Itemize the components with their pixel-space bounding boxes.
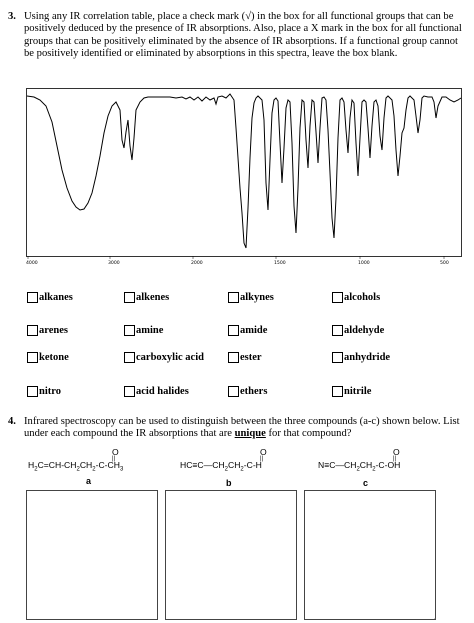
checkbox-ketone[interactable]: ketone — [27, 352, 69, 363]
checkbox-square[interactable] — [124, 352, 135, 363]
x-tick-500: 500 — [440, 260, 449, 266]
checkbox-label: aldehyde — [344, 325, 385, 336]
checkbox-aldehyde[interactable]: aldehyde — [332, 325, 384, 336]
checkbox-square[interactable] — [124, 325, 135, 336]
checkbox-ethers[interactable]: ethers — [228, 386, 267, 397]
checkbox-nitro[interactable]: nitro — [27, 386, 61, 397]
checkbox-square[interactable] — [332, 292, 343, 303]
checkbox-square[interactable] — [332, 386, 343, 397]
checkbox-label: alkanes — [39, 292, 73, 303]
checkbox-amine[interactable]: amine — [124, 325, 163, 336]
compound-a-structure: O || H2C=CH-CH2CH2-C-CH3 — [28, 447, 124, 473]
checkbox-label: alkynes — [240, 292, 274, 303]
compound-a-formula: H2C=CH-CH2CH2-C-CH3 — [28, 460, 124, 473]
x-tick-1500: 1500 — [274, 260, 286, 266]
checkbox-label: ester — [240, 352, 262, 363]
compound-c-double-bond: || — [393, 456, 397, 462]
checkbox-square[interactable] — [228, 325, 239, 336]
checkbox-square[interactable] — [27, 352, 38, 363]
checkbox-square[interactable] — [27, 325, 38, 336]
checkbox-alkenes[interactable]: alkenes — [124, 292, 169, 303]
page-mark: . — [434, 612, 436, 621]
compound-c-label: c — [363, 478, 369, 488]
checkbox-square[interactable] — [332, 325, 343, 336]
question-4-unique: unique — [234, 428, 266, 440]
checkbox-alkanes[interactable]: alkanes — [27, 292, 73, 303]
checkbox-label: ethers — [240, 386, 268, 397]
x-tick-4000: 4000 — [26, 260, 38, 266]
compound-c-carbonyl-o: O — [393, 447, 400, 457]
checkbox-label: alcohols — [344, 292, 381, 303]
compound-b-label: b — [226, 478, 232, 488]
checkbox-acid-halides[interactable]: acid halides — [124, 386, 189, 397]
spectrum-frame — [26, 88, 462, 257]
x-tick-3000: 3000 — [108, 260, 120, 266]
checkbox-alkynes[interactable]: alkynes — [228, 292, 274, 303]
compound-b-formula: HC≡C—CH2CH2-C-H — [180, 460, 262, 473]
checkbox-label: anhydride — [344, 352, 391, 363]
spectrum-x-axis: 4000 3000 2000 1500 1000 500 — [26, 260, 449, 266]
spectrum-trace — [26, 93, 462, 249]
question-4-number: 4. — [8, 416, 16, 427]
compound-a-carbonyl-o: O — [112, 447, 119, 457]
checkbox-label: amine — [136, 325, 164, 336]
ir-spectrum: 4000 3000 2000 1500 1000 500 — [26, 88, 462, 266]
checkbox-label: ketone — [39, 352, 69, 363]
checkbox-label: acid halides — [136, 386, 189, 397]
question-4-text-before: Infrared spectroscopy can be used to dis… — [24, 416, 460, 440]
question-4-text-after: for that compound? — [265, 428, 352, 440]
compound-c-structure: O || N≡C—CH2CH2-C-OH — [318, 447, 401, 473]
compound-c-formula: N≡C—CH2CH2-C-OH — [318, 460, 401, 473]
checkbox-square[interactable] — [228, 352, 239, 363]
question-4: 4. Infrared spectroscopy can be used to … — [8, 416, 464, 441]
x-tick-2000: 2000 — [191, 260, 203, 266]
answer-box-a[interactable] — [26, 490, 158, 620]
checkbox-label: nitro — [39, 386, 61, 397]
checkbox-square[interactable] — [228, 386, 239, 397]
question-3-text: Using any IR correlation table, place a … — [24, 11, 462, 60]
checkbox-label: alkenes — [136, 292, 170, 303]
checkbox-amide[interactable]: amide — [228, 325, 267, 336]
checkbox-label: arenes — [39, 325, 68, 336]
checkbox-carboxylic-acid[interactable]: carboxylic acid — [124, 352, 204, 363]
question-4-text: Infrared spectroscopy can be used to dis… — [24, 416, 464, 441]
checkbox-ester[interactable]: ester — [228, 352, 262, 363]
question-3-number: 3. — [8, 11, 16, 22]
compound-b-structure: O || HC≡C—CH2CH2-C-H — [180, 447, 267, 473]
checkbox-label: amide — [240, 325, 268, 336]
checkbox-square[interactable] — [27, 386, 38, 397]
compound-b-double-bond: || — [260, 456, 264, 462]
checkbox-nitrile[interactable]: nitrile — [332, 386, 371, 397]
checkbox-alcohols[interactable]: alcohols — [332, 292, 380, 303]
x-tick-1000: 1000 — [358, 260, 370, 266]
checkbox-label: carboxylic acid — [136, 352, 204, 363]
checkbox-label: nitrile — [344, 386, 372, 397]
checkbox-square[interactable] — [124, 292, 135, 303]
checkbox-square[interactable] — [332, 352, 343, 363]
answer-box-c[interactable] — [304, 490, 436, 620]
checkbox-square[interactable] — [228, 292, 239, 303]
answer-box-b[interactable] — [165, 490, 297, 620]
compound-a-double-bond: || — [112, 456, 116, 462]
compound-b-carbonyl-o: O — [260, 447, 267, 457]
checkbox-anhydride[interactable]: anhydride — [332, 352, 390, 363]
checkbox-arenes[interactable]: arenes — [27, 325, 68, 336]
checkbox-square[interactable] — [124, 386, 135, 397]
compound-a-label: a — [86, 476, 92, 486]
question-3: 3. Using any IR correlation table, place… — [8, 11, 464, 61]
spectrum-ticks — [27, 256, 445, 259]
checkbox-square[interactable] — [27, 292, 38, 303]
